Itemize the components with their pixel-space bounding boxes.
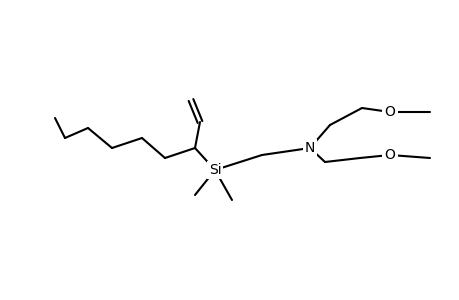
Text: N: N bbox=[304, 141, 314, 155]
Text: O: O bbox=[384, 148, 395, 162]
Text: Si: Si bbox=[208, 163, 221, 177]
Text: O: O bbox=[384, 105, 395, 119]
